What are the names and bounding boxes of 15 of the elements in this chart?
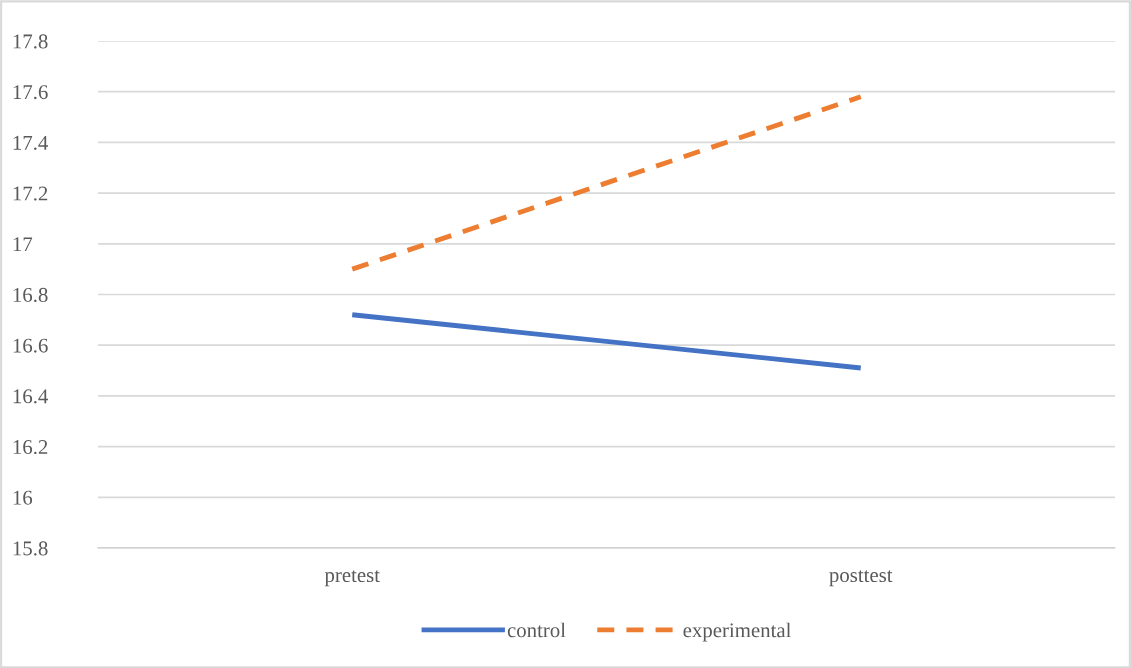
y-tick-label: 17.6 xyxy=(13,85,48,100)
legend-label: experimental xyxy=(683,622,791,642)
y-tick-label: 16 xyxy=(13,490,33,505)
y-tick-label: 16.8 xyxy=(13,287,48,303)
y-tick-label: 17.8 xyxy=(13,34,48,49)
legend-label: control xyxy=(507,622,566,638)
y-tick-label: 17.2 xyxy=(13,186,48,201)
y-tick-label: 17 xyxy=(13,237,33,252)
x-tick-label: posttest xyxy=(829,570,893,587)
y-tick-label: 17.4 xyxy=(13,135,49,150)
y-tick-label: 16.4 xyxy=(13,389,49,404)
y-tick-label: 16.2 xyxy=(13,440,48,455)
y-tick-label: 15.8 xyxy=(13,541,48,556)
y-tick-label: 16.6 xyxy=(13,338,48,353)
x-tick-label: pretest xyxy=(324,570,380,587)
